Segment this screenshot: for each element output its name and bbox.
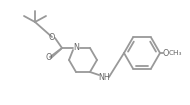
Text: CH₃: CH₃ bbox=[168, 50, 182, 56]
Text: O: O bbox=[46, 54, 52, 62]
Text: N: N bbox=[73, 43, 79, 52]
Text: NH: NH bbox=[98, 74, 110, 83]
Text: O: O bbox=[49, 33, 55, 41]
Text: O: O bbox=[163, 49, 169, 58]
